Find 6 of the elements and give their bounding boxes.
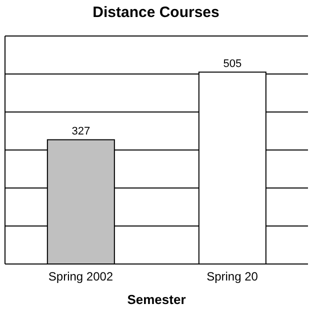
data-label: 327 xyxy=(72,126,90,138)
x-axis-title: Semester xyxy=(127,292,186,307)
x-tick-label: Spring 20 xyxy=(206,270,258,284)
data-label: 505 xyxy=(223,58,242,70)
chart-title: Distance Courses xyxy=(92,3,220,23)
x-tick-label: Spring 2002 xyxy=(48,270,114,284)
